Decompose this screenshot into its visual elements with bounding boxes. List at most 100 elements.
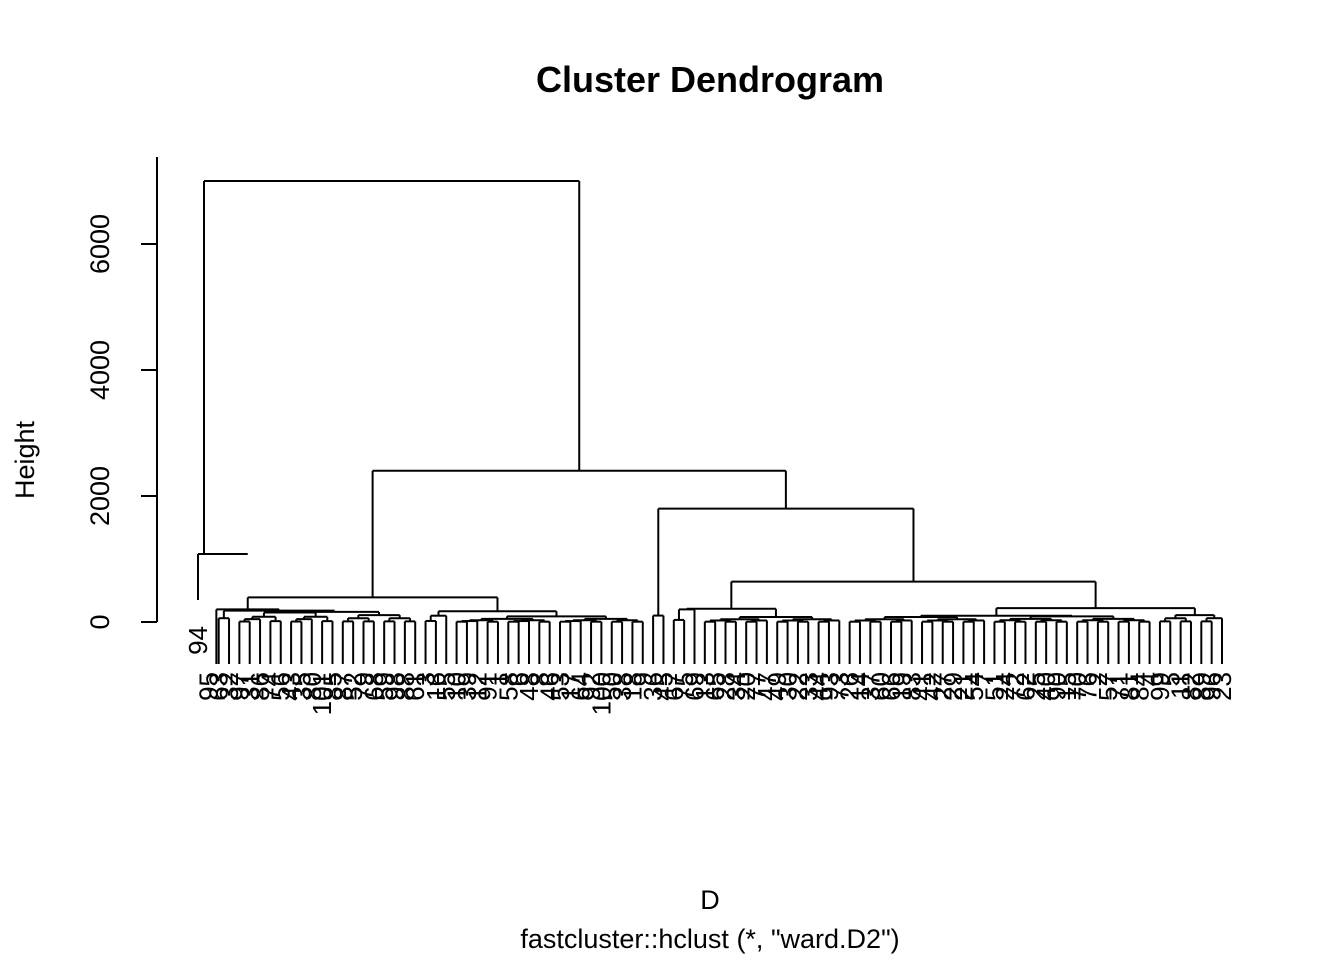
- leaf-label: 30: [773, 672, 803, 701]
- leaf-label: 49: [762, 672, 792, 701]
- leaf-label: 35: [286, 672, 316, 701]
- leaf-label: 63: [204, 672, 234, 701]
- y-axis: 0 2000 4000 6000: [85, 157, 158, 630]
- leaf-label: 99: [1145, 672, 1175, 701]
- leaf-label: 57: [1093, 672, 1123, 701]
- leaf-label: 51: [979, 672, 1009, 701]
- leaf-label: 24: [990, 672, 1020, 701]
- leaf-label: 12: [462, 672, 492, 701]
- leaf-label: 71: [1104, 672, 1134, 701]
- leaf-label: 53: [545, 672, 575, 701]
- leaf-label: 55: [431, 672, 461, 701]
- leaf-label: 41: [907, 672, 937, 701]
- leaf-label: 27: [928, 672, 958, 701]
- leaf-label: 65: [700, 672, 730, 701]
- leaf-label: 2: [1083, 672, 1113, 686]
- y-tick-label: 0: [85, 614, 115, 629]
- leaf-label: 13: [690, 672, 720, 701]
- leaf-label: 91: [473, 672, 503, 701]
- leaf-label: 26: [835, 672, 865, 701]
- leaf-label: 79: [348, 672, 378, 701]
- leaf-label: 54: [959, 672, 989, 701]
- leaf-label: 85: [317, 672, 347, 701]
- leaf-label: 36: [638, 672, 668, 701]
- leaf-label: 77: [742, 672, 772, 701]
- leaf-label: 17: [555, 672, 585, 701]
- leaf-label: 92: [576, 672, 606, 701]
- leaf-label: 64: [566, 672, 596, 701]
- leaf-labels: 9495633297318674564335801018587527968599…: [183, 626, 1237, 715]
- leaf-label: 80: [297, 672, 327, 701]
- leaf-label: 33: [793, 672, 823, 701]
- leaf-label: 20: [731, 672, 761, 701]
- leaf-label: 28: [711, 672, 741, 701]
- leaf-label: 75: [669, 672, 699, 701]
- leaf-label: 43: [276, 672, 306, 701]
- leaf-label: 98: [380, 672, 410, 701]
- leaf-label: 67: [659, 672, 689, 701]
- y-tick-label: 6000: [85, 214, 115, 274]
- leaf-label: 42: [917, 672, 947, 701]
- leaf-label: 4: [1135, 672, 1165, 686]
- leaf-label: 72: [1000, 672, 1030, 701]
- leaf-label: 22: [783, 672, 813, 701]
- method-sublabel: fastcluster::hclust (*, "ward.D2"): [520, 924, 899, 954]
- chart-title: Cluster Dendrogram: [536, 59, 884, 100]
- y-ticks: 0 2000 4000 6000: [85, 214, 157, 630]
- leaf-label: 97: [224, 672, 254, 701]
- leaf-label: 14: [845, 672, 875, 701]
- leaf-label: 50: [597, 672, 627, 701]
- leaf-label: 19: [886, 672, 916, 701]
- leaf-label: 52: [338, 672, 368, 701]
- leaf-label: 38: [607, 672, 637, 701]
- leaf-label: 1: [483, 672, 513, 686]
- leaf-label: 68: [359, 672, 389, 701]
- x-axis-label: D: [700, 885, 720, 915]
- leaf-label: 8: [524, 672, 554, 686]
- leaf-label: 16: [421, 672, 451, 701]
- leaf-label: 88: [390, 672, 420, 701]
- leaf-label: 40: [1031, 672, 1061, 701]
- leaf-label: 23: [1207, 672, 1237, 701]
- leaf-label: 25: [1021, 672, 1051, 701]
- leaf-label: 37: [855, 672, 885, 701]
- leaf-label: 11: [1166, 672, 1196, 699]
- leaf-label: 76: [1073, 672, 1103, 701]
- leaf-label: 39: [452, 672, 482, 701]
- leaf-label: 81: [1114, 672, 1144, 701]
- y-tick-label: 2000: [85, 466, 115, 526]
- leaf-label: 62: [1010, 672, 1040, 701]
- leaf-label: 96: [1197, 672, 1227, 701]
- leaf-label: 58: [493, 672, 523, 701]
- leaf-label: 32: [214, 672, 244, 701]
- leaf-label: 83: [897, 672, 927, 701]
- leaf-label: 7: [969, 672, 999, 686]
- leaf-label: 94: [183, 626, 213, 655]
- leaf-label: 100: [586, 672, 616, 715]
- leaf-label: 45: [648, 672, 678, 701]
- leaf-label: 21: [948, 672, 978, 701]
- leaf-label: 18: [617, 672, 647, 701]
- leaf-label: 3: [411, 672, 441, 686]
- leaf-label: 31: [235, 672, 265, 701]
- leaf-label: 82: [1176, 672, 1206, 701]
- y-tick-label: 4000: [85, 340, 115, 400]
- leaf-label: 47: [752, 672, 782, 701]
- leaf-label: 61: [400, 672, 430, 701]
- leaf-label: 34: [721, 672, 751, 701]
- leaf-label: 93: [814, 672, 844, 701]
- leaf-label: 59: [369, 672, 399, 701]
- leaf-label: 6: [504, 672, 534, 686]
- leaf-label: 86: [245, 672, 275, 701]
- leaf-label: 73: [824, 672, 854, 701]
- leaf-label: 87: [328, 672, 358, 701]
- leaf-label: 44: [804, 672, 834, 701]
- dendrogram-tree: [197, 180, 1223, 664]
- leaf-label: 15: [1052, 672, 1082, 701]
- leaf-label: 10: [442, 672, 472, 701]
- leaf-label: 101: [307, 672, 337, 715]
- leaf-label: 29: [938, 672, 968, 701]
- leaf-label: 9: [628, 672, 658, 686]
- leaf-label: 90: [1042, 672, 1072, 701]
